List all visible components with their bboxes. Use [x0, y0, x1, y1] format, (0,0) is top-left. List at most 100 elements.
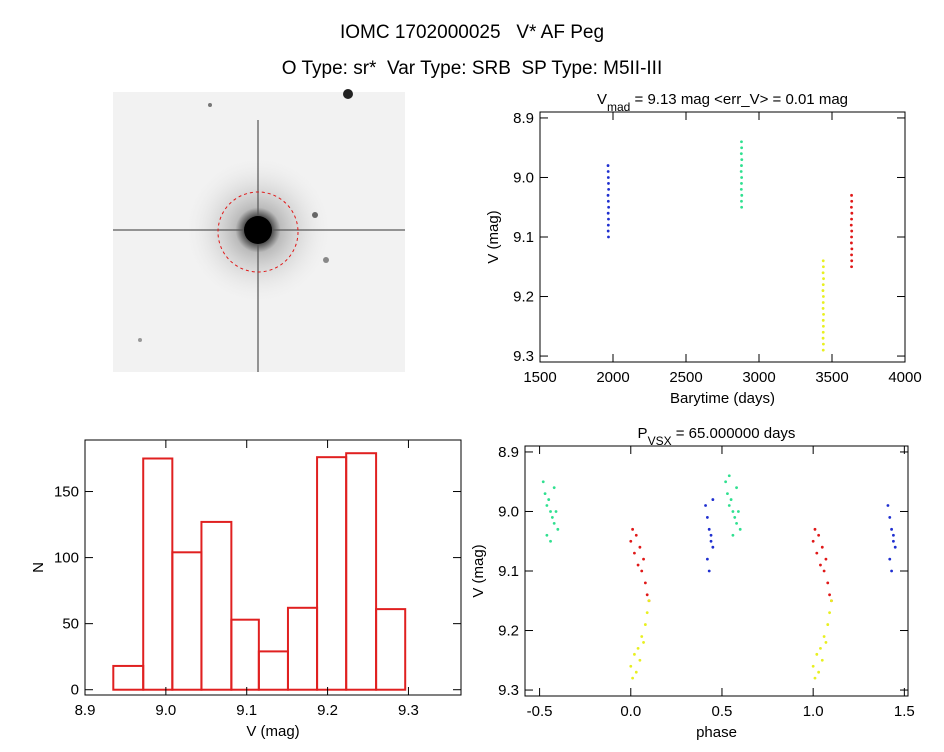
y-tick-label: 9.1 [513, 229, 534, 246]
histogram-bar [316, 456, 348, 691]
x-tick-label: 1.5 [894, 703, 915, 720]
data-point [704, 504, 707, 507]
data-point [729, 498, 733, 501]
data-point [634, 533, 638, 537]
data-point [606, 229, 610, 233]
data-point [607, 182, 610, 185]
data-point [543, 492, 547, 496]
data-point [815, 551, 819, 555]
histogram-bar [375, 608, 407, 691]
x-tick-label: 2500 [669, 369, 702, 386]
data-point [811, 664, 815, 668]
data-point [640, 569, 644, 573]
data-point [606, 193, 610, 197]
figure-subtitle: O Type: sr* Var Type: SRB SP Type: M5II-… [282, 58, 663, 79]
data-point [821, 289, 825, 292]
chart-title-part: = 9.13 mag <err_V> = 0.01 mag [630, 91, 848, 108]
data-point [824, 641, 828, 644]
histogram-bar [286, 606, 319, 691]
y-axis-label: V (mag) [470, 544, 487, 597]
x-tick-label: 9.2 [317, 702, 338, 719]
histogram-bar [200, 520, 233, 691]
chart-title: Vmad = 9.13 mag <err_V> = 0.01 mag [597, 91, 848, 114]
data-point [631, 527, 635, 531]
data-point [631, 676, 635, 680]
data-point [740, 182, 743, 185]
data-point [727, 504, 731, 507]
data-point [642, 641, 645, 644]
data-point [705, 557, 709, 561]
data-point [819, 646, 822, 650]
data-point [633, 551, 636, 555]
data-point [640, 635, 644, 638]
data-point [607, 187, 611, 191]
x-tick-label: 3000 [742, 369, 775, 386]
data-point [552, 521, 556, 525]
data-point [740, 146, 744, 150]
data-point [817, 670, 821, 674]
y-axis-label: V (mag) [485, 210, 502, 263]
y-axis-label: N [30, 562, 47, 573]
y-tick-label: 8.9 [498, 444, 519, 461]
data-point [821, 265, 825, 269]
data-point [892, 539, 895, 543]
star-core [244, 216, 272, 244]
x-tick-label: 9.0 [155, 702, 176, 719]
data-point [738, 527, 742, 531]
data-point [554, 510, 558, 513]
data-point [849, 223, 853, 227]
x-axis-label: V (mag) [246, 723, 299, 740]
figure-title: IOMC 1702000025 V* AF Peg [340, 22, 604, 43]
data-point [709, 539, 713, 543]
y-tick-label: 8.9 [513, 110, 534, 127]
data-point [819, 563, 822, 567]
data-point [705, 516, 709, 519]
data-point [821, 336, 825, 340]
data-point [850, 199, 854, 203]
data-point [813, 527, 817, 531]
histogram-bar [257, 650, 289, 691]
data-point [830, 599, 833, 603]
data-point [634, 670, 638, 674]
data-point [828, 593, 831, 597]
field-star [138, 338, 142, 342]
y-tick-label: 150 [54, 484, 79, 501]
chart-title-part: V [597, 91, 607, 108]
data-point [850, 229, 854, 233]
data-point [638, 545, 642, 549]
plot-frame [84, 439, 462, 696]
data-point [552, 486, 556, 490]
data-point [645, 593, 649, 597]
histogram-bar [171, 551, 203, 691]
data-point [541, 480, 545, 484]
data-point [893, 545, 897, 549]
data-point [822, 312, 825, 316]
data-point [642, 557, 645, 561]
data-point [821, 301, 825, 304]
data-point [740, 205, 744, 209]
field-star [343, 89, 353, 99]
data-point [606, 199, 610, 203]
data-point [850, 235, 853, 239]
data-point [727, 474, 731, 478]
data-point [550, 516, 554, 519]
data-point [822, 635, 826, 638]
chart-title: PVSX = 65.000000 days [638, 425, 796, 448]
data-point [726, 492, 729, 496]
data-point [645, 611, 649, 615]
chart-title-part: P [638, 425, 648, 442]
data-point [740, 158, 744, 162]
data-point [733, 516, 737, 519]
data-point [731, 510, 735, 513]
data-point [826, 623, 830, 626]
histogram-bar [112, 664, 145, 691]
data-point [707, 569, 711, 573]
data-point [740, 199, 743, 203]
data-point [629, 539, 633, 543]
data-point [607, 235, 610, 239]
data-point [826, 581, 830, 585]
y-tick-label: 9.3 [513, 348, 534, 365]
data-point [739, 152, 743, 156]
data-point [735, 486, 738, 490]
